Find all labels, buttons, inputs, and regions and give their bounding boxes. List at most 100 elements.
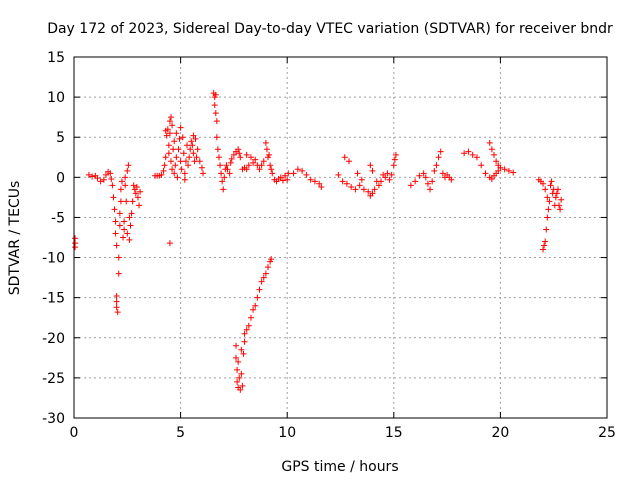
data-point xyxy=(166,118,173,125)
data-point xyxy=(236,150,243,157)
data-point xyxy=(163,132,170,139)
data-point xyxy=(102,171,109,178)
data-point xyxy=(94,175,101,182)
data-point xyxy=(170,146,177,153)
data-point xyxy=(258,278,265,285)
data-point xyxy=(113,298,120,305)
data-point xyxy=(391,156,398,163)
data-point xyxy=(171,170,178,177)
axis-ticks xyxy=(73,56,608,419)
data-point xyxy=(117,186,124,193)
data-point xyxy=(348,183,355,190)
data-point xyxy=(554,186,561,193)
chart-title: Day 172 of 2023, Sidereal Day-to-day VTE… xyxy=(47,21,613,37)
data-point xyxy=(108,175,115,182)
data-point xyxy=(390,162,397,169)
data-point xyxy=(262,270,269,277)
data-point xyxy=(277,174,284,181)
data-point xyxy=(360,186,367,193)
data-point xyxy=(112,218,119,225)
data-point xyxy=(412,178,419,185)
y-tick-label: 0 xyxy=(56,170,65,186)
data-point xyxy=(181,176,188,183)
data-point xyxy=(124,167,131,174)
x-tick-label: 0 xyxy=(70,425,79,441)
data-point xyxy=(241,330,248,337)
data-point xyxy=(194,146,201,153)
data-point xyxy=(123,198,130,205)
y-tick-label: -5 xyxy=(51,210,65,226)
data-point xyxy=(166,240,173,247)
data-point xyxy=(188,138,195,145)
data-point xyxy=(427,186,434,193)
data-point xyxy=(243,151,250,158)
data-point xyxy=(185,162,192,169)
data-point xyxy=(422,174,429,181)
data-point xyxy=(189,142,196,149)
data-point xyxy=(214,146,221,153)
data-point xyxy=(420,170,427,177)
data-point xyxy=(461,150,468,157)
data-point xyxy=(122,174,129,181)
data-point xyxy=(386,176,393,183)
data-point xyxy=(113,304,120,311)
data-point xyxy=(307,176,314,183)
data-point xyxy=(115,270,122,277)
y-tick-label: -30 xyxy=(42,411,65,427)
data-point xyxy=(439,170,446,177)
data-point xyxy=(111,206,118,213)
data-point xyxy=(173,130,180,137)
data-point xyxy=(429,178,436,185)
data-point xyxy=(245,322,252,329)
data-point xyxy=(284,176,291,183)
data-point xyxy=(110,194,117,201)
data-point xyxy=(164,126,171,133)
y-axis-label: SDTVAR / TECUs xyxy=(7,181,23,296)
data-point xyxy=(263,146,270,153)
data-point xyxy=(260,158,267,165)
data-point xyxy=(491,151,498,158)
data-point xyxy=(247,314,254,321)
data-point xyxy=(501,166,508,173)
data-point xyxy=(548,178,555,185)
data-point xyxy=(486,139,493,146)
data-point xyxy=(465,148,472,155)
data-point xyxy=(265,264,272,271)
data-point xyxy=(120,234,127,241)
data-point xyxy=(118,178,125,185)
data-point xyxy=(228,155,235,162)
y-tick-label: 10 xyxy=(47,90,65,106)
data-point xyxy=(388,171,395,178)
data-point xyxy=(556,202,563,209)
data-point xyxy=(256,166,263,173)
data-point xyxy=(191,158,198,165)
data-point xyxy=(473,154,480,161)
data-point xyxy=(238,346,245,353)
data-point xyxy=(311,178,318,185)
data-point xyxy=(128,210,135,217)
data-point xyxy=(198,164,205,171)
x-tick-label: 10 xyxy=(278,425,296,441)
data-point xyxy=(547,182,554,189)
data-point xyxy=(174,174,181,181)
data-point xyxy=(234,366,241,373)
data-point xyxy=(116,210,123,217)
data-point xyxy=(545,206,552,213)
data-point xyxy=(543,226,550,233)
data-point xyxy=(112,230,119,237)
data-point xyxy=(134,194,141,201)
data-point xyxy=(241,338,248,345)
data-point xyxy=(268,166,275,173)
data-point xyxy=(245,162,252,169)
data-point xyxy=(448,176,455,183)
data-point xyxy=(358,176,365,183)
data-point xyxy=(211,102,218,109)
data-point xyxy=(130,182,137,189)
data-point xyxy=(318,183,325,190)
data-point xyxy=(180,150,187,157)
data-point xyxy=(365,188,372,195)
data-point xyxy=(233,354,240,361)
data-point xyxy=(285,170,292,177)
data-point xyxy=(213,134,220,141)
